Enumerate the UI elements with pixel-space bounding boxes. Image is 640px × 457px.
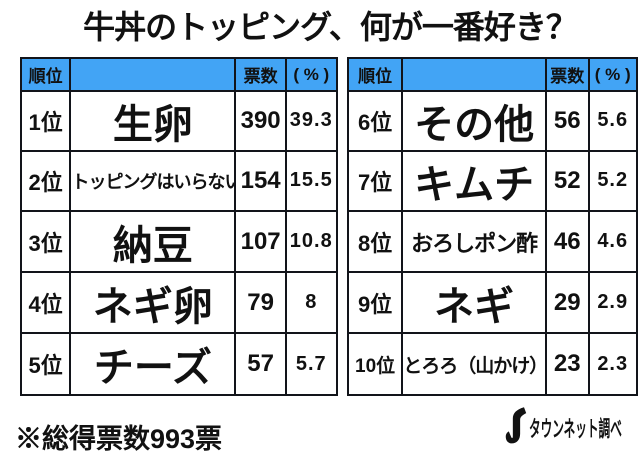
svg-text:タウンネット調べ: タウンネット調べ	[529, 416, 622, 441]
